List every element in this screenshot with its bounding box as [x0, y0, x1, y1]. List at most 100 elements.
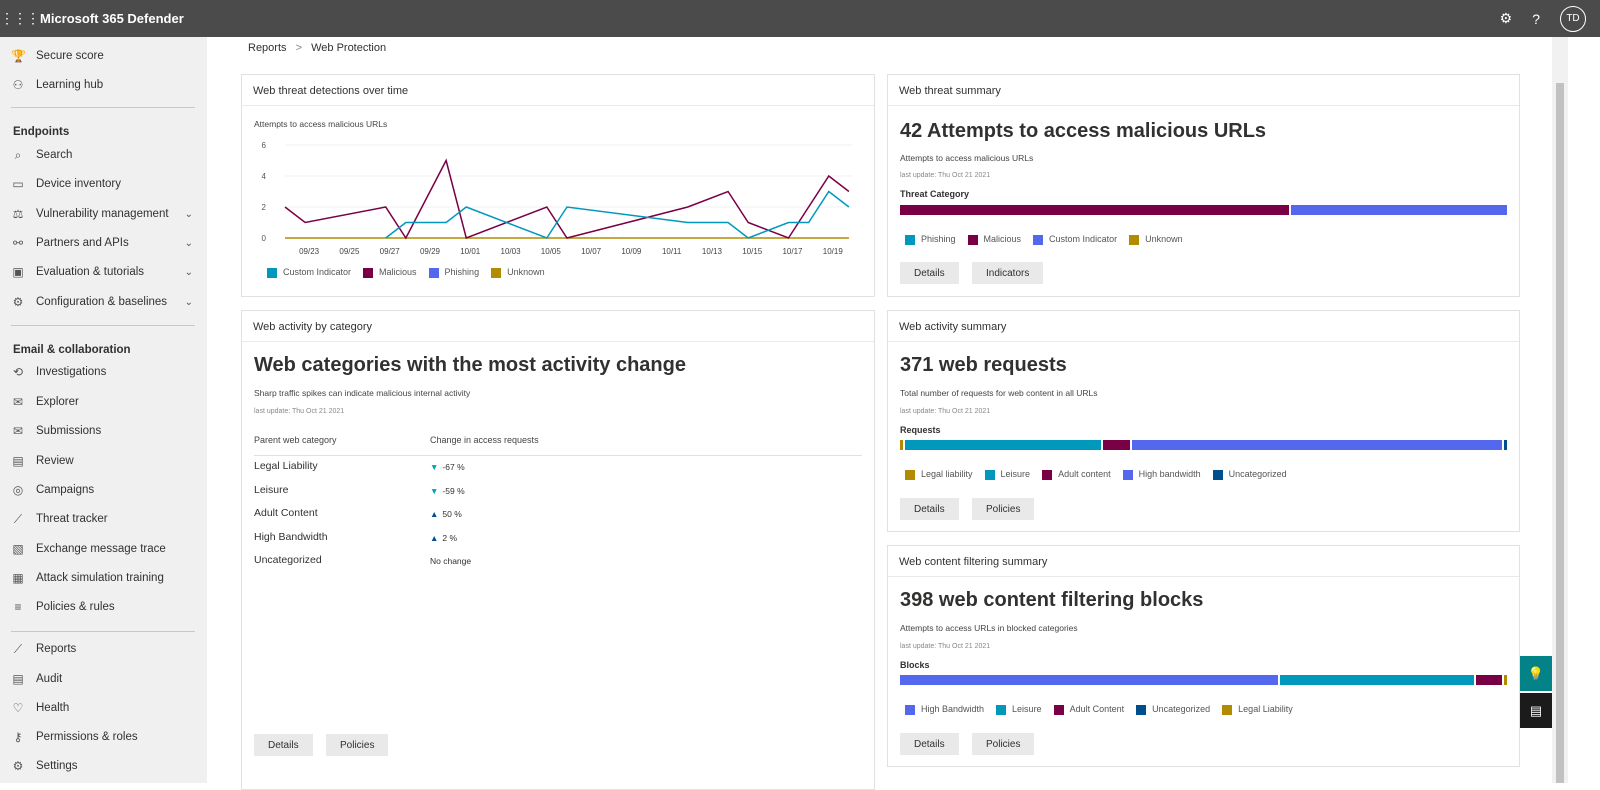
legend-item[interactable]: Leisure — [984, 469, 1030, 480]
sidebar-item-health[interactable]: ♡ Health — [0, 694, 207, 722]
legend-swatch — [905, 234, 915, 245]
scrollbar[interactable] — [1552, 37, 1568, 783]
legend-item[interactable]: Legal liability — [905, 469, 973, 480]
policies-button[interactable]: Policies — [972, 733, 1035, 755]
x-tick-label: 10/15 — [742, 247, 763, 256]
sidebar-item-label: Permissions & roles — [36, 731, 138, 743]
legend-label: High bandwidth — [1138, 469, 1201, 479]
sidebar-item-submissions[interactable]: ✉ Submissions — [0, 417, 207, 445]
sidebar-item-evaluation-tutorials[interactable]: ▣ Evaluation & tutorials ⌄ — [0, 258, 207, 286]
bar-segment-malicious[interactable] — [900, 205, 1289, 215]
legend-swatch — [1222, 704, 1233, 715]
legend-item[interactable]: Uncategorized — [1212, 469, 1287, 480]
sidebar-item-learning-hub[interactable]: ⚇ Learning hub — [0, 71, 207, 99]
bar-segment-high-bandwidth[interactable] — [1132, 440, 1502, 450]
card-title: Web content filtering summary — [888, 546, 1519, 577]
sidebar-item-label: Vulnerability management — [36, 208, 169, 220]
sidebar-item-label: Campaigns — [36, 484, 95, 496]
legend-item[interactable]: High bandwidth — [1122, 469, 1201, 480]
bar-segment-custom-indicator[interactable] — [1290, 205, 1507, 215]
legend-item[interactable]: Adult content — [1042, 469, 1111, 480]
details-button[interactable]: Details — [900, 733, 959, 755]
legend-item[interactable]: Phishing — [428, 267, 479, 278]
assistant-button[interactable]: 💡 — [1520, 656, 1552, 691]
sidebar-item-search[interactable]: ⌕ Search — [0, 141, 207, 169]
chevron-down-icon[interactable]: ⌄ — [184, 237, 193, 249]
details-button[interactable]: Details — [900, 498, 959, 520]
bar-segment-legal-liability[interactable] — [1503, 675, 1507, 685]
legend-item[interactable]: Custom Indicator — [1033, 234, 1117, 245]
chevron-down-icon[interactable]: ⌄ — [184, 296, 193, 308]
legend-item[interactable]: Unknown — [1129, 234, 1183, 245]
bar-segment-leisure[interactable] — [905, 440, 1101, 450]
legend-item[interactable]: Unknown — [491, 267, 545, 278]
details-button[interactable]: Details — [254, 734, 313, 756]
bar-segment-adult-content[interactable] — [1102, 440, 1131, 450]
sidebar-item-campaigns[interactable]: ◎ Campaigns — [0, 476, 207, 504]
sidebar-item-reports[interactable]: ⟋ Reports — [0, 635, 207, 663]
bar-label: Blocks — [900, 660, 930, 670]
feedback-button[interactable]: ▤ — [1520, 693, 1552, 728]
policies-button[interactable]: Policies — [972, 498, 1035, 520]
legend-label: Custom Indicator — [283, 267, 352, 277]
threat-summary-card: Web threat summary 42 Attempts to access… — [887, 74, 1520, 297]
legend-item[interactable]: Adult Content — [1053, 704, 1124, 715]
help-icon[interactable]: ? — [1532, 10, 1540, 27]
legend-item[interactable]: Uncategorized — [1136, 704, 1210, 715]
sidebar-item-exchange-message-trace[interactable]: ▧ Exchange message trace — [0, 535, 207, 563]
sidebar-item-settings[interactable]: ⚙ Settings — [0, 752, 207, 780]
bar-segment-leisure[interactable] — [1279, 675, 1475, 685]
sidebar-item-device-inventory[interactable]: ▭ Device inventory — [0, 170, 207, 198]
legend-item[interactable]: Malicious — [967, 234, 1021, 245]
sidebar-item-policies-rules[interactable]: ≡ Policies & rules — [0, 593, 207, 621]
policies-button[interactable]: Policies — [326, 734, 389, 756]
legend-swatch — [984, 469, 995, 480]
bar-segment-high-bandwidth[interactable] — [900, 675, 1278, 685]
sidebar-item-partners-and-apis[interactable]: ⚯ Partners and APIs ⌄ — [0, 229, 207, 257]
bar-segment-adult-content[interactable] — [1476, 675, 1502, 685]
sidebar-item-configuration-baselines[interactable]: ⚙ Configuration & baselines ⌄ — [0, 288, 207, 316]
detections-card: Web threat detections over time Attempts… — [241, 74, 875, 297]
y-tick-label: 0 — [262, 234, 267, 243]
indicators-button[interactable]: Indicators — [972, 262, 1044, 284]
series-line-custom-indicator[interactable] — [385, 190, 850, 239]
subtitle: Sharp traffic spikes can indicate malici… — [254, 388, 471, 398]
activity-category-card: Web activity by category Web categories … — [241, 310, 875, 790]
app-launcher-icon[interactable]: ⋮⋮⋮ — [0, 10, 40, 26]
sidebar-item-vulnerability-management[interactable]: ⚖ Vulnerability management ⌄ — [0, 200, 207, 228]
legend-item[interactable]: Legal Liability — [1222, 704, 1293, 715]
sidebar-item-threat-tracker[interactable]: ⟋ Threat tracker — [0, 505, 207, 533]
sidebar-item-attack-simulation-training[interactable]: ▦ Attack simulation training — [0, 564, 207, 592]
chevron-down-icon[interactable]: ⌄ — [184, 266, 193, 278]
key-icon: ⚷ — [13, 730, 23, 744]
legend-item[interactable]: High Bandwidth — [905, 704, 984, 715]
sidebar-item-audit[interactable]: ▤ Audit — [0, 665, 207, 693]
legend-item[interactable]: Leisure — [996, 704, 1042, 715]
bar-label: Threat Category — [900, 189, 970, 199]
change-value: 2 % — [442, 532, 458, 543]
details-button[interactable]: Details — [900, 262, 959, 284]
legend-item[interactable]: Custom Indicator — [267, 267, 351, 278]
sidebar-item-explorer[interactable]: ✉ Explorer — [0, 388, 207, 416]
bar-segment-legal-liability[interactable] — [900, 440, 904, 450]
scrollbar-thumb[interactable] — [1556, 83, 1564, 783]
explorer-icon: ✉ — [12, 395, 24, 409]
avatar[interactable]: TD — [1560, 5, 1586, 32]
legend-item[interactable]: Malicious — [363, 267, 417, 278]
sidebar-item-investigations[interactable]: ⟲ Investigations — [0, 358, 207, 386]
bar-segment-uncategorized[interactable] — [1503, 440, 1508, 450]
settings-icon[interactable]: ⚙ — [1499, 10, 1513, 26]
sidebar-item-label: Threat tracker — [36, 513, 108, 525]
last-update: last update: Thu Oct 21 2021 — [900, 172, 991, 179]
sidebar-item-review[interactable]: ▤ Review — [0, 447, 207, 475]
legend-item[interactable]: Phishing — [905, 234, 956, 245]
x-tick-label: 10/11 — [662, 247, 682, 256]
legend-swatch — [967, 234, 978, 245]
sidebar-item-secure-score[interactable]: 🏆 Secure score — [0, 42, 207, 70]
sidebar-item-permissions-roles[interactable]: ⚷ Permissions & roles — [0, 723, 207, 751]
bar-legend: Legal liability Leisure Adult content High … — [905, 469, 1287, 480]
series-line-malicious[interactable] — [284, 158, 850, 240]
breadcrumb-reports[interactable]: Reports — [248, 42, 287, 54]
chevron-down-icon[interactable]: ⌄ — [184, 208, 193, 220]
settings-icon: ⚙ — [12, 759, 24, 773]
